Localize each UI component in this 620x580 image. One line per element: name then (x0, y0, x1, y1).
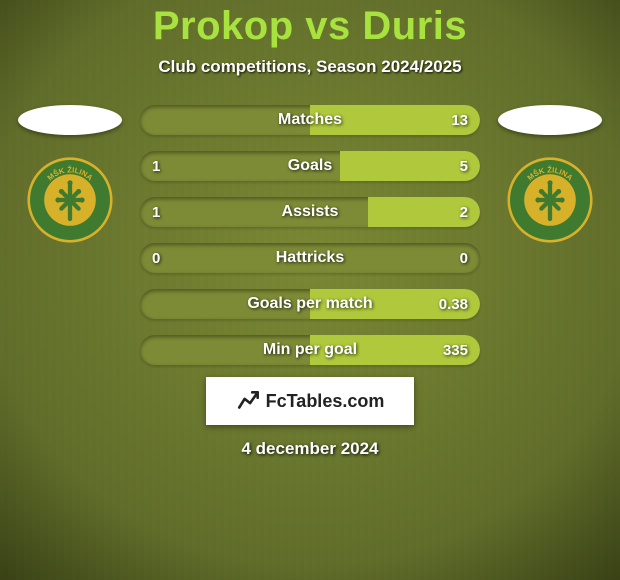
stat-bar: Hattricks0 0 (140, 243, 480, 273)
stat-bar: Matches13 (140, 105, 480, 135)
brand-text: FcTables.com (266, 391, 385, 412)
stat-value-right: 0 (460, 243, 468, 273)
comparison-row: MŠK ŽILINA Matches13Goals15Assists12Hatt… (0, 105, 620, 365)
page-subtitle: Club competitions, Season 2024/2025 (158, 57, 461, 77)
stat-bar: Goals15 (140, 151, 480, 181)
player-left-col: MŠK ŽILINA (10, 105, 130, 243)
stat-value-left: 1 (152, 151, 160, 181)
stat-value-right: 0.38 (439, 289, 468, 319)
club-badge-left: MŠK ŽILINA (27, 157, 113, 243)
player-right-col: MŠK ŽILINA (490, 105, 610, 243)
stats-bars: Matches13Goals15Assists12Hattricks00Goal… (140, 105, 480, 365)
player-right-avatar-placeholder (498, 105, 602, 135)
stat-bar: Assists12 (140, 197, 480, 227)
page-title: Prokop vs Duris (153, 4, 467, 49)
club-badge-right: MŠK ŽILINA (507, 157, 593, 243)
stat-bar: Goals per match0.38 (140, 289, 480, 319)
date-text: 4 december 2024 (241, 439, 378, 459)
stat-value-right: 5 (460, 151, 468, 181)
stat-value-left: 0 (152, 243, 160, 273)
player-left-avatar-placeholder (18, 105, 122, 135)
stat-label: Hattricks (140, 243, 480, 273)
stat-bar: Min per goal335 (140, 335, 480, 365)
chart-icon (236, 388, 262, 414)
stat-value-right: 13 (451, 105, 468, 135)
stat-value-left: 1 (152, 197, 160, 227)
stat-value-right: 2 (460, 197, 468, 227)
stat-value-right: 335 (443, 335, 468, 365)
brand-box: FcTables.com (206, 377, 414, 425)
